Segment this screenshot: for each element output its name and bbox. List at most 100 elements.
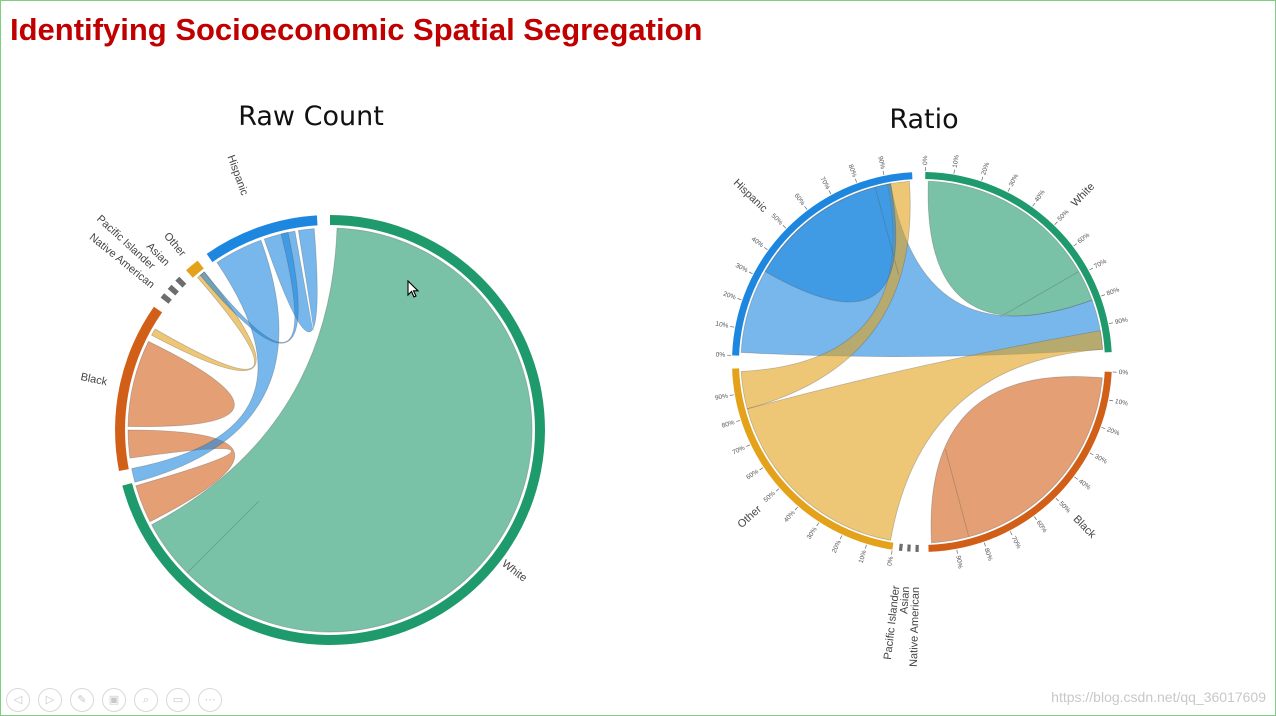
ratio-tick-mark	[775, 488, 780, 492]
screen-icon[interactable]: ▭	[166, 688, 190, 712]
ratio-arc-other	[732, 368, 894, 550]
raw-label-black: Black	[79, 371, 108, 388]
raw-arc-other	[186, 260, 204, 278]
ratio-tick-mark	[737, 298, 742, 301]
ratio-tick-label: 90%	[715, 393, 729, 402]
ratio-tick-label: 20%	[722, 291, 737, 302]
ratio-tick-label: 80%	[847, 164, 858, 179]
ratio-tick-label: 50%	[1056, 209, 1070, 223]
ribbon-ratio-white-other	[746, 330, 1104, 541]
ratio-label-white: White	[1069, 181, 1097, 210]
ratio-tick-mark	[1009, 531, 1013, 536]
ribbon-white-black	[127, 429, 235, 523]
ratio-tick-label: 40%	[1033, 189, 1046, 204]
chart-title-raw-count: Raw Count	[238, 101, 384, 132]
ratio-tick-mark	[854, 178, 858, 183]
ratio-arc-pacific-islander	[898, 543, 903, 551]
ratio-tick-label: 50%	[1057, 500, 1071, 514]
slide-title: Identifying Socioeconomic Spatial Segreg…	[10, 12, 703, 47]
raw-label-white: White	[499, 558, 529, 585]
watermark-url: https://blog.csdn.net/qq_36017609	[1051, 689, 1266, 705]
ratio-tick-mark	[1089, 452, 1094, 456]
slides-grid-icon[interactable]: ▣	[102, 688, 126, 712]
chart-title-ratio: Ratio	[889, 104, 958, 135]
more-options-icon[interactable]: ⋯	[198, 688, 222, 712]
ratio-tick-label: 0%	[886, 556, 894, 567]
ratio-label-hispanic: Hispanic	[731, 177, 770, 215]
ratio-tick-mark	[1073, 243, 1078, 247]
ratio-tick-label: 50%	[770, 212, 784, 226]
ribbon-white-hispanic	[131, 239, 280, 483]
ratio-tick-mark	[748, 271, 753, 275]
ribbon-white-white	[151, 227, 533, 633]
ratio-arc-native-american	[915, 544, 919, 552]
ratio-tick-label: 60%	[1035, 519, 1048, 534]
ratio-tick-label: 30%	[734, 262, 749, 274]
ratio-tick-mark	[839, 535, 843, 540]
ratio-tick-label: 80%	[1106, 286, 1121, 297]
ratio-tick-label: 60%	[745, 468, 760, 481]
ratio-label-other: Other	[735, 503, 764, 531]
ratio-tick-mark	[794, 506, 798, 511]
ratio-tick-label: 80%	[983, 547, 994, 562]
ratio-tick-mark	[981, 176, 984, 181]
ratio-tick-mark	[1101, 294, 1106, 297]
ratio-tick-label: 20%	[1106, 426, 1121, 437]
ratio-tick-label: 0%	[716, 351, 726, 358]
pen-icon[interactable]: ✎	[70, 688, 94, 712]
ratio-tick-mark	[1101, 426, 1106, 430]
ratio-tick-mark	[1007, 187, 1011, 192]
ratio-tick-label: 30%	[806, 526, 819, 541]
ratio-tick-label: 70%	[819, 176, 831, 191]
ratio-tick-mark	[828, 190, 832, 195]
ribbon-ratio-white-white	[927, 180, 1093, 318]
ratio-tick-mark	[891, 550, 893, 555]
next-slide-icon[interactable]: ▷	[38, 688, 62, 712]
ribbon-hispanic-other	[199, 231, 299, 344]
raw-arc-asian	[175, 276, 187, 288]
zoom-icon[interactable]: ⌕	[134, 688, 158, 712]
ratio-tick-mark	[1034, 516, 1037, 521]
ratio-tick-mark	[1089, 267, 1094, 271]
ratio-tick-mark	[759, 467, 764, 471]
ratio-tick-label: 50%	[763, 490, 778, 504]
ratio-tick-label: 80%	[721, 419, 736, 430]
ratio-tick-mark	[1109, 322, 1114, 324]
ratio-tick-label: 0%	[922, 155, 929, 165]
ratio-tick-label: 70%	[1093, 258, 1108, 271]
previous-slide-icon[interactable]: ◁	[6, 688, 30, 712]
ratio-tick-label: 70%	[1010, 535, 1022, 550]
ribbon-ratio-hispanic-hispanic	[764, 183, 899, 303]
ribbon-ratio-black-black	[930, 376, 1103, 544]
ratio-tick-mark	[804, 206, 808, 210]
ribbon-black-black	[127, 340, 235, 428]
ratio-tick-mark	[864, 544, 867, 549]
ratio-tick-mark	[882, 170, 885, 175]
ratio-tick-label: 40%	[783, 509, 797, 524]
raw-arc-hispanic	[206, 215, 318, 263]
ratio-tick-label: 90%	[1114, 317, 1128, 327]
ratio-tick-label: 0%	[1119, 369, 1129, 376]
ratio-tick-label: 20%	[980, 161, 991, 176]
ratio-tick-mark	[953, 169, 955, 174]
mouse-cursor-icon	[407, 280, 419, 298]
ratio-tick-mark	[956, 549, 958, 554]
raw-arc-pacific-islander	[167, 284, 179, 296]
ratio-tick-label: 60%	[793, 192, 807, 207]
slideshow-toolbar: ◁ ▷ ✎ ▣ ⌕ ▭ ⋯	[6, 688, 222, 712]
ratio-label-asian: Asian	[898, 586, 912, 614]
ratio-label-black: Black	[1071, 513, 1099, 541]
ratio-tick-mark	[729, 394, 734, 396]
ratio-tick-mark	[1055, 497, 1059, 502]
ratio-tick-label: 60%	[1077, 232, 1092, 246]
ratio-tick-mark	[736, 420, 741, 422]
ratio-tick-label: 40%	[1077, 478, 1092, 492]
ratio-tick-mark	[1109, 399, 1114, 402]
ratio-tick-label: 90%	[876, 156, 885, 170]
ratio-tick-label: 90%	[954, 555, 963, 569]
ratio-tick-label: 10%	[715, 321, 729, 330]
raw-arc-native-american	[160, 293, 172, 304]
ratio-tick-label: 30%	[1008, 173, 1020, 188]
ratio-tick-mark	[983, 542, 986, 547]
